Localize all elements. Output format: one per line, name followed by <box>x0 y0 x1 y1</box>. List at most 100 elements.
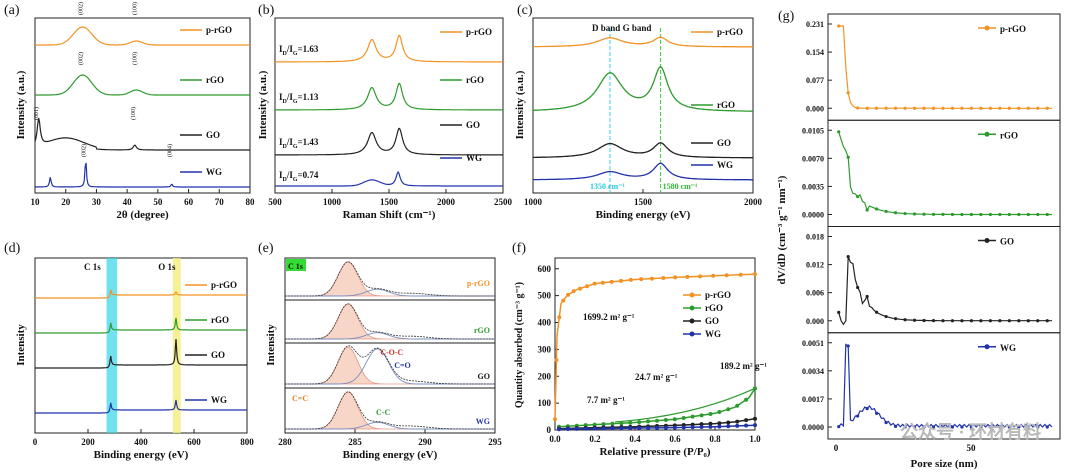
c1s-tick-label: 290 <box>418 437 432 447</box>
iso-marker-rGO <box>592 422 597 427</box>
pore-xlabel: Pore size (nm) <box>911 458 978 470</box>
c1s-series-label: rGO <box>474 326 490 335</box>
iso-marker-p-rGO <box>566 292 571 297</box>
iso-marker-p-rGO <box>554 357 559 362</box>
iso-tick-label: 0.4 <box>629 434 641 444</box>
raman-line-GO <box>275 127 503 156</box>
iso-marker-p-rGO <box>639 277 644 282</box>
raman-line-p-rGO <box>275 34 503 63</box>
iso-marker-p-rGO <box>628 277 633 282</box>
iso-marker-WG <box>726 424 731 429</box>
pore-y-tick-label: 0.012 <box>806 261 824 270</box>
c1s-peak-coc <box>285 288 495 297</box>
xrd-peak-label: (002) <box>78 52 85 65</box>
raman-tick-label: 2000 <box>437 197 456 207</box>
xrd-tick-label: 20 <box>61 197 71 207</box>
bands-line-p-rGO <box>533 36 753 48</box>
raman-ratio-label: ID/IG=1.13 <box>279 92 319 105</box>
iso-ylabel: Quantity absorbed (cm⁻³ g⁻¹) <box>514 282 525 408</box>
xrd-tick-label: 10 <box>31 197 41 207</box>
raman-legend-GO: GO <box>466 120 480 130</box>
xps-ylabel: Intensity <box>15 324 27 366</box>
pore-y-tick-label: 0.018 <box>806 233 824 242</box>
iso-marker-WG <box>646 425 651 430</box>
iso-y-tick-label: 600 <box>538 264 552 274</box>
panel-label-f: (f) <box>512 241 526 256</box>
xps-xlabel: Binding energy (eV) <box>94 449 189 461</box>
xrd-legend-WG: WG <box>206 167 222 177</box>
raman-ylabel: Intensity (a.u.) <box>257 70 269 139</box>
iso-legend-rGO: rGO <box>705 303 723 313</box>
iso-y-tick-label: 400 <box>538 318 552 328</box>
iso-legend-GO: GO <box>705 316 719 326</box>
iso-marker-rGO <box>672 417 677 422</box>
bands-legend-GO: GO <box>717 138 731 148</box>
panel-label-a: (a) <box>4 3 20 18</box>
text-span: /I <box>286 170 294 180</box>
bands-line-rGO <box>533 66 753 112</box>
iso-marker-WG <box>637 426 642 431</box>
iso-legend-marker <box>689 318 695 324</box>
iso-marker-GO <box>726 420 731 425</box>
xrd-peak-label: (100) <box>131 2 138 15</box>
iso-marker-WG <box>663 425 668 430</box>
xrd-frame <box>34 17 251 194</box>
iso-marker-p-rGO <box>753 272 757 277</box>
pore-legend-marker <box>984 25 990 31</box>
iso-marker-WG <box>628 426 633 431</box>
iso-marker-p-rGO <box>557 315 562 320</box>
pore-subplot-GO <box>827 226 1061 334</box>
iso-y-tick-label: 0 <box>547 425 552 435</box>
annot-coc: C-O-C <box>380 348 403 357</box>
bands-xlabel: Binding energy (eV) <box>596 209 691 221</box>
pore-line-p-rGO <box>838 25 1052 109</box>
c1s-envelope <box>285 345 495 385</box>
c1s-label: C 1s <box>84 262 101 272</box>
sa-prgo: 1699.2 m² g⁻¹ <box>583 312 635 322</box>
iso-marker-p-rGO <box>578 286 583 291</box>
xrd-legend-rGO: rGO <box>206 75 224 85</box>
xrd-xlabel: 2θ (degree) <box>116 209 169 221</box>
pore-y-tick-label: 0.0034 <box>802 367 824 376</box>
pore-y-tick-label: 0.0000 <box>802 423 824 432</box>
raman-tick-label: 1500 <box>380 197 399 207</box>
iso-marker-p-rGO <box>618 278 623 283</box>
iso-marker-rGO <box>610 421 615 426</box>
raman-ratio-label: ID/IG=1.63 <box>279 44 319 57</box>
iso-marker-WG <box>699 425 704 430</box>
iso-marker-WG <box>610 426 615 431</box>
pore-ylabel: dV/dD (cm⁻³ g⁻¹ nm⁻¹) <box>776 175 788 284</box>
pore-line-rGO <box>838 131 1052 216</box>
iso-tick-label: 0.2 <box>589 434 601 444</box>
iso-marker-WG <box>735 423 740 428</box>
iso-marker-rGO <box>601 422 606 427</box>
iso-marker-GO <box>699 422 704 427</box>
c1s-envelope <box>285 391 495 430</box>
raman-tick-label: 500 <box>268 197 282 207</box>
iso-marker-WG <box>672 425 677 430</box>
sa-wg: 7.7 m² g⁻¹ <box>587 395 625 405</box>
c1s-peak-cc <box>285 303 495 340</box>
pore-legend-WG: WG <box>1000 343 1016 353</box>
d-band-pos: 1350 cm⁻¹ <box>590 182 625 191</box>
iso-tick-label: 0.0 <box>549 434 561 444</box>
iso-marker-rGO <box>744 397 749 402</box>
xrd-peak-label: (002) <box>81 144 88 157</box>
c1s-tag: C 1s <box>288 262 303 271</box>
iso-marker-rGO <box>619 421 624 426</box>
iso-legend-WG: WG <box>705 329 721 339</box>
pore-y-tick-label: 0.0000 <box>802 211 824 220</box>
sa-rgo: 189.2 m² g⁻¹ <box>720 361 767 371</box>
xrd-line-p-rGO <box>35 26 250 46</box>
subscript: D <box>283 99 288 105</box>
iso-marker-p-rGO <box>600 280 605 285</box>
c1s-tag-bg <box>286 259 306 271</box>
xps-tick-label: 0 <box>33 437 38 447</box>
bands-tick-label: 2000 <box>744 197 763 207</box>
pore-line-GO <box>838 256 1052 326</box>
text-span: /I <box>286 92 294 102</box>
c1s-tick-label: 285 <box>348 437 362 447</box>
iso-tick-label: 1.0 <box>749 434 761 444</box>
watermark: 公众号 · 环材有料 <box>900 421 1041 442</box>
